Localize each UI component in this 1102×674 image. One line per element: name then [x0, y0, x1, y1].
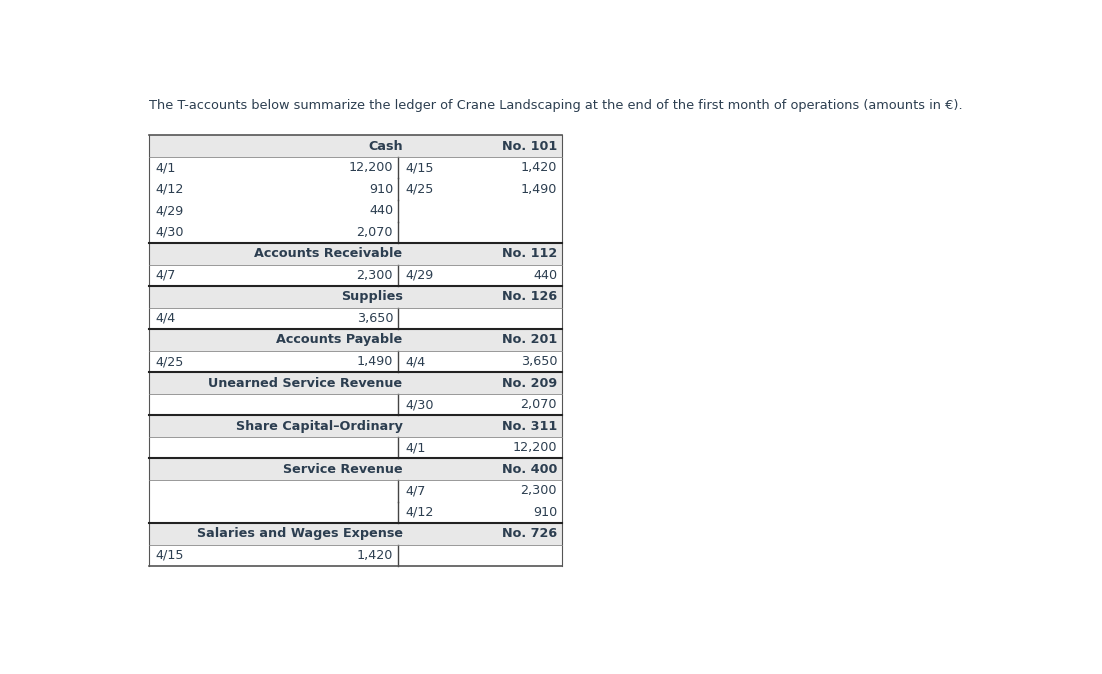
Bar [149, 523, 562, 545]
Text: 4/1: 4/1 [155, 161, 176, 174]
Text: 4/30: 4/30 [406, 398, 433, 411]
Text: 4/25: 4/25 [155, 355, 184, 368]
Bar [149, 545, 562, 566]
Text: 4/12: 4/12 [155, 183, 184, 195]
Bar [149, 307, 562, 329]
Text: 12,200: 12,200 [512, 441, 558, 454]
Text: Unearned Service Revenue: Unearned Service Revenue [208, 377, 402, 390]
Text: 440: 440 [369, 204, 393, 217]
Text: 4/1: 4/1 [406, 441, 425, 454]
Text: 12,200: 12,200 [348, 161, 393, 174]
Text: 2,070: 2,070 [520, 398, 558, 411]
Text: No. 726: No. 726 [503, 527, 558, 541]
Bar [149, 179, 562, 200]
Text: Salaries and Wages Expense: Salaries and Wages Expense [196, 527, 402, 541]
Text: 4/7: 4/7 [155, 269, 176, 282]
Bar [149, 437, 562, 458]
Text: No. 126: No. 126 [503, 290, 558, 303]
Bar [149, 222, 562, 243]
Text: 910: 910 [369, 183, 393, 195]
Text: 2,300: 2,300 [357, 269, 393, 282]
Text: 4/25: 4/25 [406, 183, 433, 195]
Text: Supplies: Supplies [341, 290, 402, 303]
Text: 1,490: 1,490 [357, 355, 393, 368]
Bar [149, 458, 562, 480]
Bar [149, 415, 562, 437]
Text: 2,300: 2,300 [520, 484, 558, 497]
Bar [149, 372, 562, 394]
Text: 4/29: 4/29 [155, 204, 184, 217]
Bar [149, 329, 562, 350]
Text: 4/12: 4/12 [406, 506, 433, 519]
Text: 4/29: 4/29 [406, 269, 433, 282]
Text: 4/30: 4/30 [155, 226, 184, 239]
Text: No. 101: No. 101 [501, 140, 558, 152]
Bar [149, 286, 562, 307]
Text: No. 201: No. 201 [501, 334, 558, 346]
Text: Cash: Cash [368, 140, 402, 152]
Bar [149, 135, 562, 157]
Text: 910: 910 [533, 506, 558, 519]
Bar [149, 243, 562, 265]
Text: 1,420: 1,420 [357, 549, 393, 562]
Bar [149, 480, 562, 501]
Text: The T-accounts below summarize the ledger of Crane Landscaping at the end of the: The T-accounts below summarize the ledge… [149, 99, 962, 112]
Text: 4/4: 4/4 [406, 355, 425, 368]
Text: 4/7: 4/7 [406, 484, 425, 497]
Text: 2,070: 2,070 [357, 226, 393, 239]
Text: No. 400: No. 400 [501, 463, 558, 476]
Bar [149, 394, 562, 415]
Bar [149, 350, 562, 372]
Text: 3,650: 3,650 [357, 312, 393, 325]
Text: Accounts Payable: Accounts Payable [277, 334, 402, 346]
Text: 4/4: 4/4 [155, 312, 176, 325]
Text: No. 311: No. 311 [501, 420, 558, 433]
Text: No. 112: No. 112 [501, 247, 558, 260]
Bar [149, 157, 562, 179]
Bar [149, 200, 562, 222]
Bar [149, 501, 562, 523]
Text: 1,420: 1,420 [521, 161, 558, 174]
Text: No. 209: No. 209 [501, 377, 558, 390]
Text: Share Capital–Ordinary: Share Capital–Ordinary [236, 420, 402, 433]
Text: 3,650: 3,650 [520, 355, 558, 368]
Bar [149, 265, 562, 286]
Text: Service Revenue: Service Revenue [283, 463, 402, 476]
Text: 4/15: 4/15 [406, 161, 433, 174]
Text: Accounts Receivable: Accounts Receivable [255, 247, 402, 260]
Text: 440: 440 [533, 269, 558, 282]
Text: 1,490: 1,490 [521, 183, 558, 195]
Text: 4/15: 4/15 [155, 549, 184, 562]
